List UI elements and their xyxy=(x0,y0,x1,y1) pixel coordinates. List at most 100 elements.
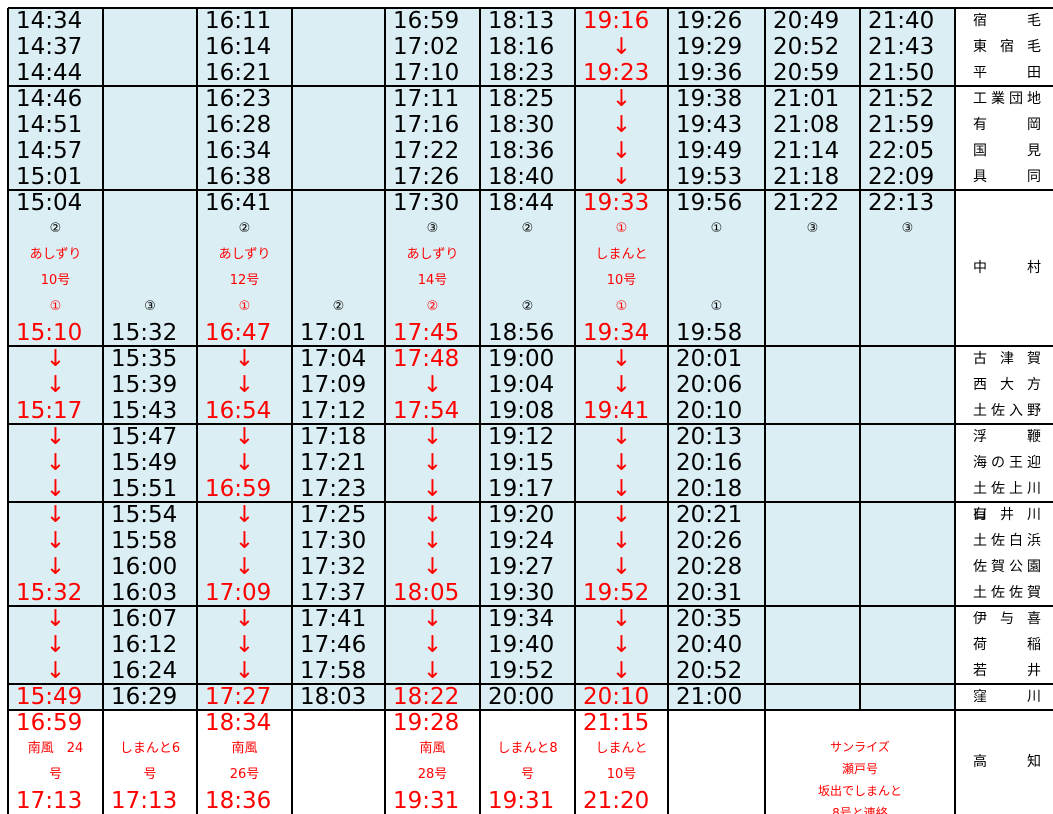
station-name: 工業団地 xyxy=(973,91,1041,107)
column-line xyxy=(479,606,481,684)
column-line xyxy=(859,86,861,190)
time-cell: 28号 xyxy=(417,767,448,782)
column-line xyxy=(667,424,669,502)
time-cell: 号 xyxy=(143,767,157,782)
time-cell: 19:36 xyxy=(676,60,743,86)
time-cell: 16:59 xyxy=(393,8,460,34)
column-line xyxy=(384,684,386,710)
time-cell: 17:48 xyxy=(393,346,460,372)
time-cell: 19:17 xyxy=(488,476,555,502)
column-line xyxy=(196,606,198,684)
time-cell: 17:01 xyxy=(300,320,367,346)
time-cell: 18:36 xyxy=(488,138,555,164)
column-line xyxy=(102,424,104,502)
time-cell: しまんと xyxy=(595,741,648,756)
time-cell: 15:54 xyxy=(111,502,178,528)
time-cell: ↓ xyxy=(422,658,443,684)
column-line xyxy=(954,684,956,710)
cell-background xyxy=(8,190,955,346)
column-line xyxy=(859,190,861,346)
time-cell: ↓ xyxy=(45,658,66,684)
time-cell: 20:52 xyxy=(773,34,840,60)
time-cell: 17:13 xyxy=(16,788,83,814)
time-cell: 16:28 xyxy=(205,112,272,138)
time-cell: 17:09 xyxy=(300,372,367,398)
time-cell: ↓ xyxy=(234,346,255,372)
column-line xyxy=(954,606,956,684)
time-cell: 18:34 xyxy=(205,710,272,736)
column-line xyxy=(859,606,861,684)
time-cell: 南風 xyxy=(231,741,258,756)
time-cell: 15:04 xyxy=(16,190,83,216)
column-line xyxy=(7,684,9,710)
station-name: 国見 xyxy=(973,143,1041,159)
column-line xyxy=(764,684,766,710)
station-name: 窪川 xyxy=(973,689,1041,705)
time-cell: ② xyxy=(521,299,534,314)
time-cell: 19:40 xyxy=(488,632,555,658)
time-cell: 19:29 xyxy=(676,34,743,60)
time-cell: ↓ xyxy=(422,372,443,398)
time-cell: 20:26 xyxy=(676,528,743,554)
column-line xyxy=(764,86,766,190)
column-line xyxy=(667,8,669,86)
time-cell: 16:14 xyxy=(205,34,272,60)
time-cell: 南風 xyxy=(419,741,446,756)
time-cell: ↓ xyxy=(45,502,66,528)
column-line xyxy=(667,606,669,684)
time-cell: 20:10 xyxy=(583,684,650,710)
time-cell: 19:08 xyxy=(488,398,555,424)
column-line xyxy=(196,502,198,606)
column-line xyxy=(954,710,956,814)
group-line xyxy=(8,423,1053,425)
time-cell: ↓ xyxy=(234,424,255,450)
station-name: 宿毛 xyxy=(973,13,1041,29)
time-cell: 15:32 xyxy=(111,320,178,346)
time-cell: 19:30 xyxy=(488,580,555,606)
group-line xyxy=(8,85,1053,87)
column-line xyxy=(384,8,386,86)
cell-background xyxy=(8,8,955,86)
time-cell: ↓ xyxy=(234,450,255,476)
time-cell: 19:24 xyxy=(488,528,555,554)
time-cell: 18:16 xyxy=(488,34,555,60)
time-cell: 19:41 xyxy=(583,398,650,424)
column-line xyxy=(291,8,293,86)
station-name: 土佐佐賀 xyxy=(973,585,1041,601)
column-line xyxy=(291,710,293,814)
time-cell: 18:13 xyxy=(488,8,555,34)
time-cell: 15:35 xyxy=(111,346,178,372)
station-name: 東宿毛 xyxy=(973,39,1041,55)
time-cell: 18:30 xyxy=(488,112,555,138)
column-line xyxy=(384,502,386,606)
time-cell: 20:21 xyxy=(676,502,743,528)
column-line xyxy=(291,86,293,190)
time-cell: 16:11 xyxy=(205,8,272,34)
time-cell: 14号 xyxy=(417,273,448,288)
time-cell: 16:54 xyxy=(205,398,272,424)
time-cell: 21:20 xyxy=(583,788,650,814)
time-cell: 16:12 xyxy=(111,632,178,658)
time-cell: 17:32 xyxy=(300,554,367,580)
column-line xyxy=(479,86,481,190)
time-cell: 19:33 xyxy=(583,190,650,216)
time-cell: ↓ xyxy=(422,632,443,658)
time-cell: 17:10 xyxy=(393,60,460,86)
column-line xyxy=(574,8,576,86)
time-cell: ③ xyxy=(426,221,439,236)
column-line xyxy=(7,8,9,86)
column-line xyxy=(7,190,9,346)
time-cell: 16:59 xyxy=(16,710,83,736)
time-cell: 20:52 xyxy=(676,658,743,684)
time-cell: 20:16 xyxy=(676,450,743,476)
time-cell: 19:04 xyxy=(488,372,555,398)
column-line xyxy=(954,346,956,424)
column-line xyxy=(859,8,861,86)
station-name: 平田 xyxy=(973,65,1041,81)
column-line xyxy=(764,190,766,346)
time-cell: 19:49 xyxy=(676,138,743,164)
note-line: 8号と連絡 xyxy=(832,806,888,814)
time-cell: 18:40 xyxy=(488,164,555,190)
station-name: 高知 xyxy=(973,754,1041,770)
